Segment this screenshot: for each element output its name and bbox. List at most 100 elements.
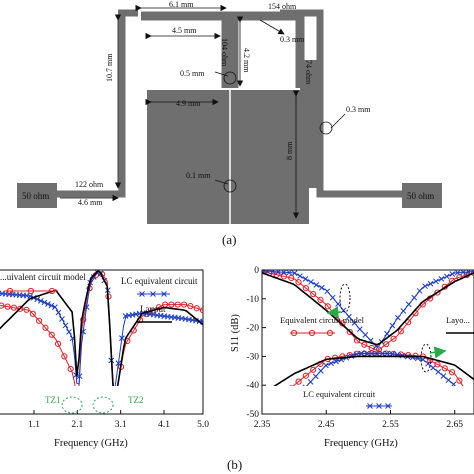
legend-cross [376,403,382,409]
marker-s11-model [434,289,441,296]
marker-s11-lc [262,270,265,274]
x-tick-label: 2.55 [382,420,399,430]
marker-s11-lc [438,276,445,282]
marker-s11-lc [270,270,276,275]
marker-s21-lc [440,373,447,379]
marker-s11-model [405,319,412,326]
marker-s11-model [375,346,383,353]
marker-lc [34,296,41,303]
marker-circuit-model [80,316,87,323]
marker-lc [115,360,122,367]
marker-s21-model [441,365,448,372]
marker-s11-lc [264,270,271,275]
y-tick-label: -40 [246,381,259,391]
marker-s11-lc [324,288,331,295]
x-tick-label: 1.1 [28,420,40,430]
marker-s21-model [464,389,469,394]
series-s21-layout [273,355,474,386]
series-layout [0,270,203,386]
marker-circuit-model [61,353,68,360]
tz1-circle [61,396,83,414]
marker-lc [59,316,65,322]
marker-circuit-model [23,306,30,313]
dim-8: 8 mm [285,141,294,160]
marker-s21-lc [379,350,385,357]
marker-s11-lc [297,273,303,279]
dim-4-9: 4.9 mm [176,99,201,108]
marker-s21-lc [323,362,329,369]
marker-s21-lc [374,350,380,357]
caption-a: (a) [222,232,236,247]
legend-circle [27,287,35,295]
marker-lc [48,302,55,309]
right-legend-lc-marker [366,403,392,409]
marker-s11-lc [346,313,352,320]
right-legend-model: Equivalent circuit model [280,315,365,325]
x-tick-label: 5.0 [197,420,209,430]
dim-0-5: 0.5 mm [180,69,205,78]
legend-circle [48,287,56,295]
marker-s11-lc [291,270,298,276]
marker-s21-lc [430,364,437,371]
marker-s11-lc [318,284,325,291]
marker-s11-lc [395,314,401,321]
right-legend-model-marker [290,329,335,337]
tz2-label: TZ2 [128,395,144,405]
marker-s21-lc [363,350,370,357]
y-tick-label: -30 [246,352,259,362]
tz1-label: TZ1 [45,395,61,405]
dim-4-2: 4.2 mm [242,48,251,73]
marker-lc [76,373,83,380]
legend-cross [161,291,167,297]
marker-s11-lc [427,280,434,287]
series-s11-lc [262,270,474,347]
chart-right-ylabel: S11 (dB) [230,314,241,352]
marker-circuit-model [42,324,49,331]
marker-s11-model [361,341,368,348]
x-tick-label: 4.1 [158,420,170,430]
marker-s11-lc [400,308,407,314]
x-tick-label: 3.1 [115,420,127,430]
marker-circuit-model [199,307,203,314]
marker-s21-lc [445,377,452,384]
marker-s11-lc [465,270,472,275]
left-legend-model: ...uivalent circuit model [0,272,86,282]
chart-right: 2.35 2.45 2.55 2.65 0 -10 -20 -30 -40 -50 S11 (dB… [230,266,474,449]
marker-s11-model [302,285,309,292]
marker-s21-model [310,366,317,373]
y-tick-label: -50 [246,410,259,420]
left-legend-lc: LC equivalent circuit [121,276,198,286]
marker-s11-lc [280,270,287,276]
left-legend-model-marker [4,287,58,295]
marker-lc [37,298,44,304]
port-left [17,183,57,208]
y-tick-label: -20 [246,324,259,334]
series-lc [0,271,203,386]
dim-154-ohm: 154 ohm [268,2,297,11]
marker-s21-model [289,385,294,386]
marker-s11-model [346,328,353,336]
marker-circuit-model [36,317,43,324]
marker-lc [90,274,97,280]
y-tick-label: 0 [254,266,259,276]
marker-s11-lc [275,270,282,275]
marker-s21-model [448,369,456,376]
marker-s21-lc [456,390,461,395]
y-tick-label: -10 [246,295,259,305]
marker-lc [66,329,72,335]
marker-circuit-model [112,399,117,404]
marker-circuit-model [29,310,36,317]
marker-s21-lc [358,350,365,357]
x-tick-label: 2.65 [446,420,463,430]
marker-s21-model [434,361,441,368]
marker-s11-model [280,273,288,280]
dim-122-ohm: 122 ohm [75,180,104,189]
marker-s11-model [390,335,397,342]
marker-s11-model [295,279,302,286]
marker-s21-lc [369,350,375,357]
marker-circuit-model [180,301,188,308]
marker-circuit-model [0,302,5,309]
layout-upper-loop [141,11,305,88]
marker-s21-lc [450,381,457,386]
